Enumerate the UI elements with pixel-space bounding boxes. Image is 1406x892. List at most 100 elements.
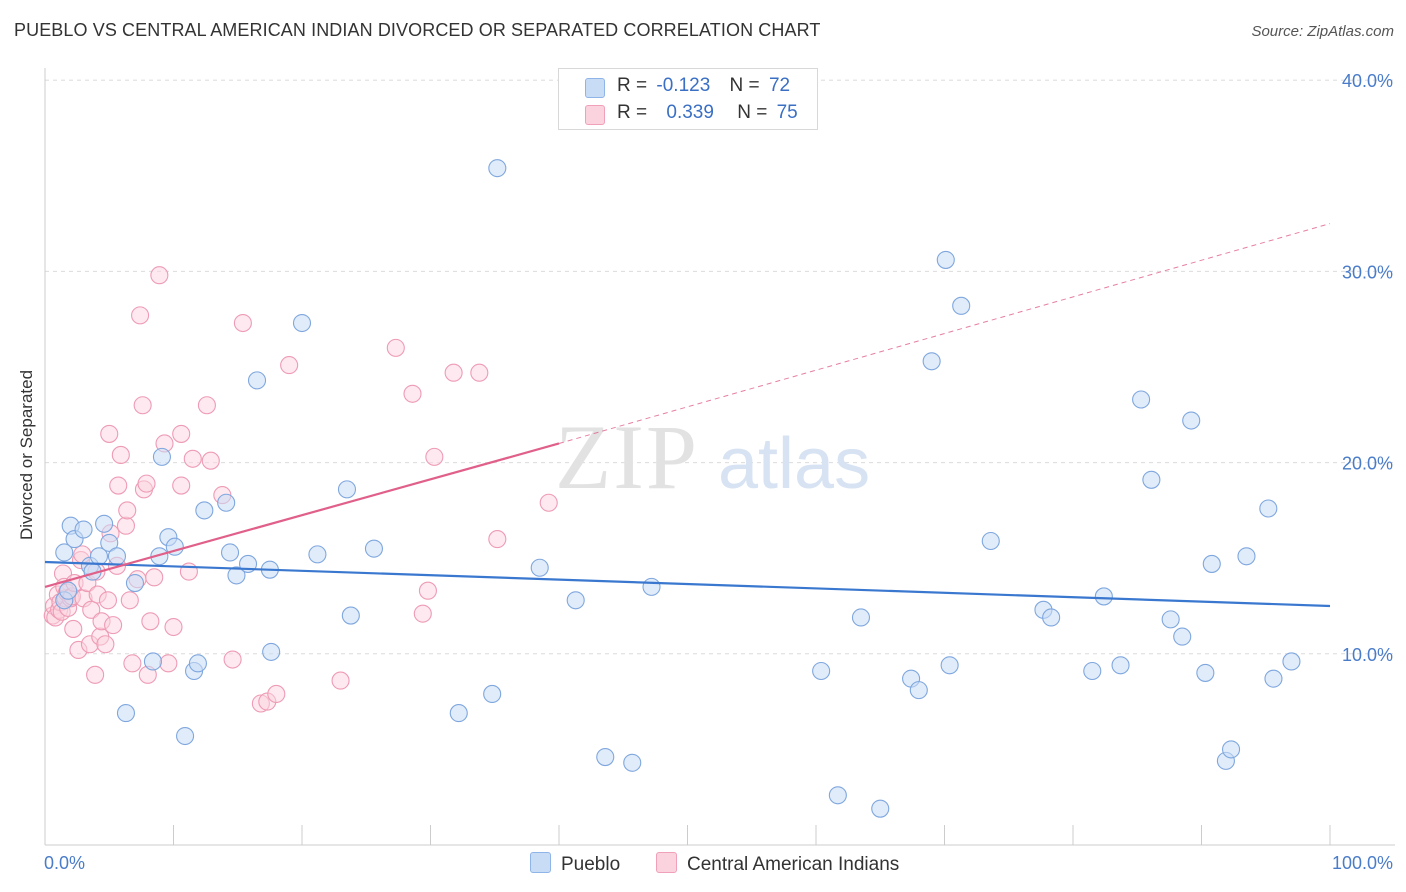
axes <box>44 68 1395 846</box>
data-point <box>233 313 252 333</box>
data-point <box>223 650 242 669</box>
data-point <box>267 684 286 704</box>
data-point <box>82 600 101 619</box>
x-tick-labels: 0.0% 100.0% <box>44 853 1393 873</box>
data-point <box>141 612 160 631</box>
y-tick-label: 40.0% <box>1342 71 1393 91</box>
data-point <box>488 159 507 178</box>
data-point <box>95 514 114 533</box>
data-point <box>331 671 350 690</box>
trend-line <box>44 442 560 588</box>
data-point <box>172 424 191 443</box>
data-point <box>100 533 119 552</box>
data-point <box>179 562 198 581</box>
bottom-legend-swatch-central-american-indians <box>656 852 677 873</box>
data-point <box>280 356 299 375</box>
data-point <box>449 704 468 723</box>
source-label: Source: ZipAtlas.com <box>1251 23 1394 40</box>
data-point <box>1182 411 1201 430</box>
data-point <box>292 313 312 333</box>
watermark-atlas: atlas <box>718 424 870 504</box>
data-point <box>100 424 119 443</box>
data-point <box>183 449 202 468</box>
data-point <box>596 747 615 767</box>
data-point <box>98 591 118 610</box>
trend-line <box>44 560 1331 608</box>
data-point <box>981 531 1000 551</box>
data-point <box>444 363 463 382</box>
data-point <box>150 266 169 285</box>
data-point <box>164 617 183 637</box>
data-point <box>403 384 422 403</box>
data-point <box>195 501 214 520</box>
data-point <box>1282 652 1301 671</box>
data-point <box>337 480 357 499</box>
y-tick-label: 10.0% <box>1342 645 1393 665</box>
data-point <box>111 445 130 465</box>
bottom-legend-label-central-american-indians: Central American Indians <box>687 854 900 875</box>
data-point <box>539 493 558 512</box>
data-point <box>197 396 216 415</box>
data-point <box>851 608 871 627</box>
data-point <box>145 568 164 587</box>
data-point <box>159 654 178 673</box>
data-point <box>566 591 585 610</box>
data-point <box>1173 627 1192 646</box>
data-point <box>120 591 139 610</box>
y-tick-label: 30.0% <box>1342 262 1393 282</box>
data-point <box>143 652 162 671</box>
data-point <box>1094 587 1113 606</box>
legend-n-label: N = <box>729 75 760 96</box>
data-point <box>55 543 74 562</box>
legend-r-label: R = <box>617 75 648 96</box>
legend-swatch-central-american-indians <box>585 105 605 125</box>
data-point <box>104 616 123 635</box>
data-point <box>262 642 281 661</box>
data-point <box>116 704 136 723</box>
watermark-zip: ZIP <box>555 406 699 508</box>
data-point <box>425 447 444 466</box>
data-point <box>152 447 171 466</box>
data-point <box>828 786 847 805</box>
data-point <box>201 451 220 470</box>
bottom-legend-label-pueblo: Pueblo <box>561 854 621 875</box>
data-point <box>86 665 105 684</box>
data-point <box>642 577 661 596</box>
x-tick-label: 0.0% <box>44 853 85 873</box>
series-central-american-indians <box>43 266 558 713</box>
data-point <box>922 352 941 371</box>
data-point <box>1132 390 1151 409</box>
watermark: ZIP atlas <box>555 406 870 508</box>
data-point <box>64 619 83 638</box>
data-point <box>59 581 78 600</box>
data-point <box>909 681 928 700</box>
legend: R = -0.123 N = 72 R = 0.339 N = 75 <box>558 68 818 130</box>
data-point <box>483 684 502 704</box>
data-point <box>308 545 327 564</box>
data-point <box>940 656 959 675</box>
legend-n-value-pueblo: 72 <box>768 75 791 96</box>
y-tick-labels: 10.0% 20.0% 30.0% 40.0% <box>1342 71 1393 665</box>
data-point <box>936 250 955 269</box>
data-point <box>1202 554 1221 573</box>
data-point <box>96 635 115 654</box>
data-point <box>386 338 405 357</box>
data-point <box>227 566 246 585</box>
legend-swatch-pueblo <box>585 78 605 98</box>
data-point <box>176 726 195 746</box>
data-point <box>188 654 207 673</box>
data-point <box>623 753 642 772</box>
data-point <box>109 476 128 495</box>
data-point <box>1083 661 1102 681</box>
data-point <box>341 606 360 625</box>
data-point <box>1042 608 1061 627</box>
data-point <box>107 547 127 566</box>
data-point <box>413 604 432 623</box>
series-pueblo <box>55 159 1301 818</box>
legend-r-value-pueblo: -0.123 <box>656 75 711 96</box>
bottom-legend-central-american-indians: Central American Indians <box>656 852 899 876</box>
data-point <box>125 574 144 593</box>
data-point <box>220 543 240 562</box>
data-point <box>952 296 971 315</box>
data-point <box>488 530 507 549</box>
